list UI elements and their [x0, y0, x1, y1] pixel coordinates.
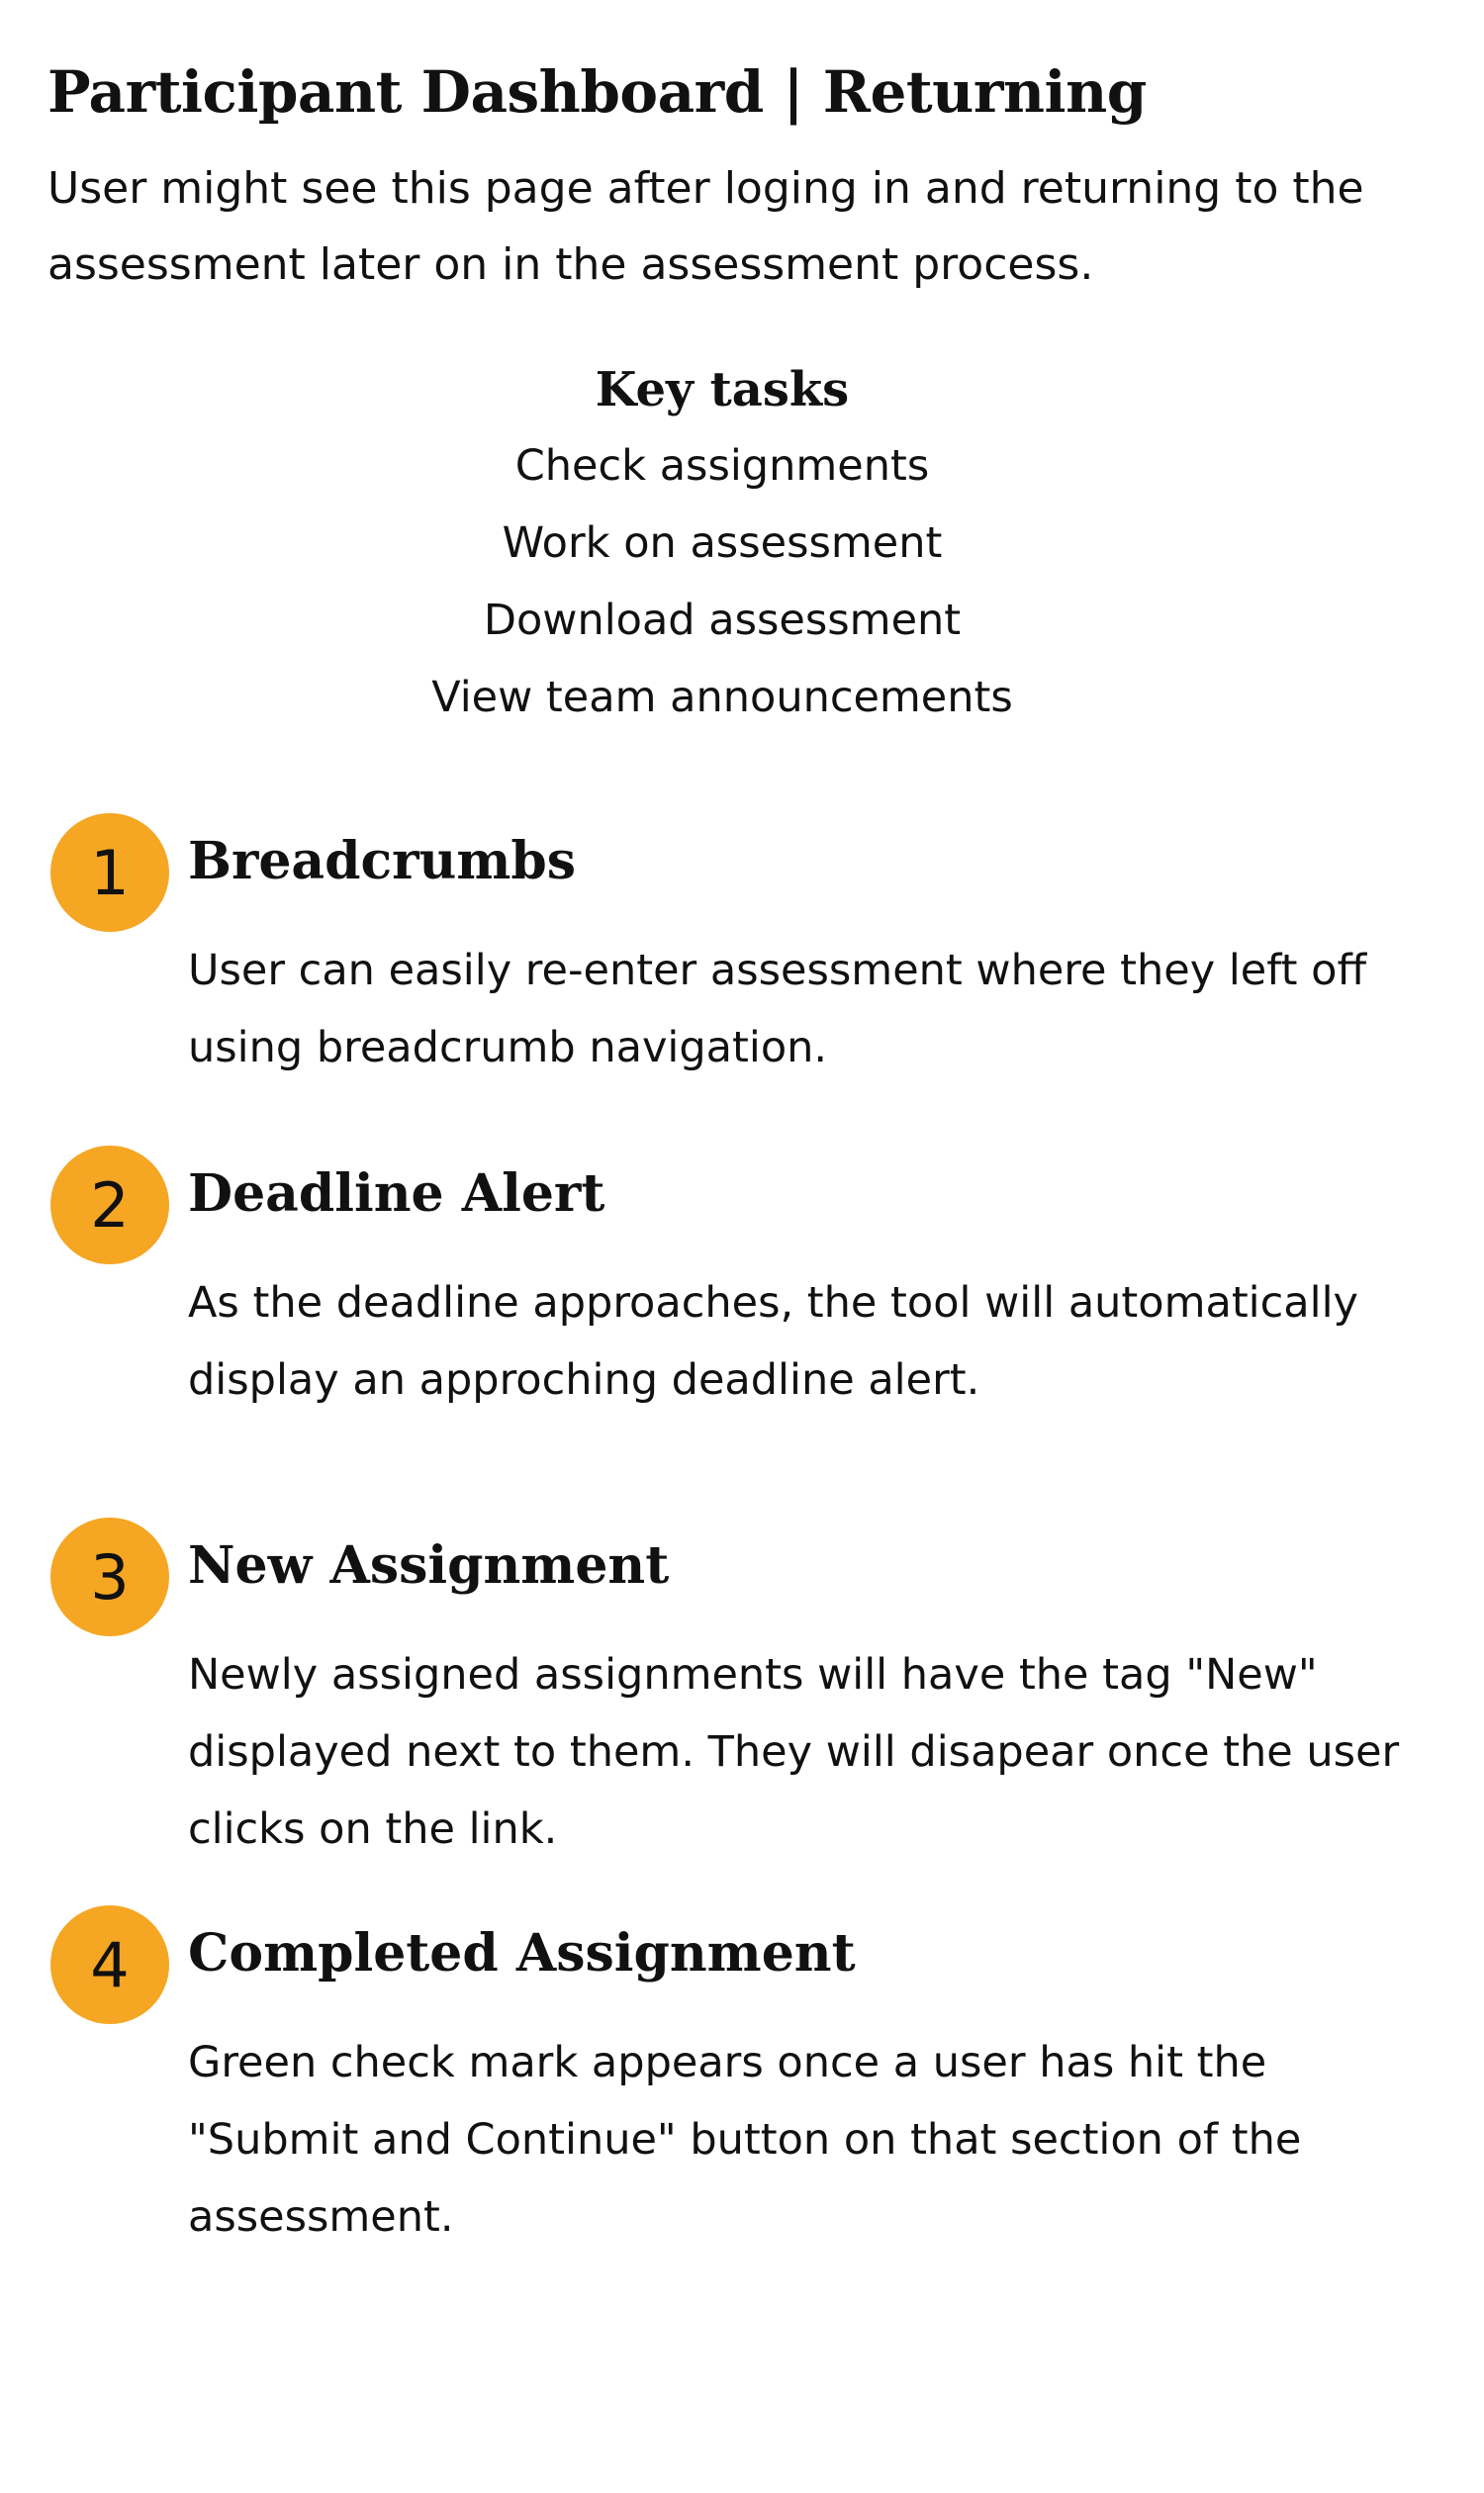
- feature-title: Completed Assignment: [188, 1923, 856, 1984]
- page-intro: User might see this page after loging in…: [47, 163, 1364, 290]
- feature-description: Newly assigned assignments will have the…: [188, 1650, 1400, 1854]
- feature-description: As the deadline approaches, the tool wil…: [188, 1278, 1358, 1405]
- key-tasks-section: Key tasks Check assignments Work on asse…: [0, 352, 1444, 736]
- key-task-item: Download assessment: [483, 596, 962, 645]
- number-badge: 1: [50, 813, 169, 932]
- key-task-item: View team announcements: [431, 673, 1013, 722]
- key-tasks-heading: Key tasks: [595, 362, 850, 417]
- feature-description: Green check mark appears once a user has…: [188, 2038, 1302, 2242]
- number-badge: 4: [50, 1905, 169, 2024]
- feature-title: Deadline Alert: [188, 1163, 605, 1224]
- feature-title: New Assignment: [188, 1535, 670, 1596]
- key-tasks-list: Check assignments Work on assessment Dow…: [0, 427, 1444, 736]
- page-title: Participant Dashboard | Returning: [47, 58, 1147, 126]
- number-badge: 3: [50, 1518, 169, 1636]
- key-task-item: Work on assessment: [502, 518, 943, 568]
- number-badge: 2: [50, 1146, 169, 1264]
- feature-title: Breadcrumbs: [188, 831, 577, 891]
- key-task-item: Check assignments: [514, 441, 930, 491]
- feature-description: User can easily re-enter assessment wher…: [188, 946, 1367, 1072]
